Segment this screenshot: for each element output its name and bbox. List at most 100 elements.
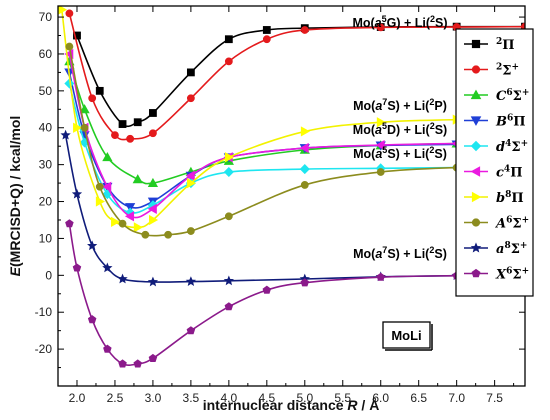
y-tick-label: 0 [45, 268, 52, 282]
data-point [186, 68, 195, 77]
data-point [262, 285, 272, 294]
data-point [95, 196, 105, 207]
system-label-frame [382, 321, 431, 349]
data-point [64, 78, 75, 89]
data-point [103, 344, 112, 353]
system-label: MoLi [391, 328, 421, 343]
y-tick-label: -10 [35, 305, 53, 319]
legend-item: a8Σ+ [464, 241, 527, 257]
x-tick-label: 4.0 [221, 391, 238, 405]
y-tick-label: 60 [39, 47, 53, 61]
series-2 [65, 9, 525, 143]
data-point [223, 275, 234, 286]
legend-label: c4Π [496, 165, 522, 181]
data-point [300, 181, 309, 189]
data-point [133, 118, 142, 127]
data-point [147, 276, 159, 287]
asymptote-label: Mo(a7S) + Li(2P) [353, 97, 447, 113]
asymptote-label: Mo(a5D) + Li(2S) [353, 121, 447, 137]
x-axis-title: internuclear distance R / Å [203, 397, 380, 413]
data-point [71, 188, 83, 199]
y-tick-label: 20 [39, 195, 53, 209]
x-tick-label: 6.5 [410, 391, 427, 405]
legend-swatch-marker [470, 166, 481, 177]
x-tick-label: 3.0 [145, 391, 162, 405]
data-point [300, 26, 309, 34]
legend-label: A6Σ+ [494, 216, 529, 232]
y-tick-label: 70 [39, 10, 53, 24]
asymptote-label: Mo(a7S) + Li(2S) [353, 245, 447, 261]
data-point [376, 23, 385, 32]
data-point [87, 315, 97, 324]
y-tick-label: 40 [39, 121, 53, 135]
data-point [132, 174, 143, 184]
data-point [117, 273, 128, 284]
data-point [164, 230, 173, 239]
annotation-layer: Mo(a5G) + Li(2S) Mo(a7S) + Li(2P) Mo(a5D) … [352, 14, 447, 261]
data-point [65, 219, 74, 228]
legend-swatch-marker [470, 140, 482, 152]
asymptote-label: Mo(a5G) + Li(2S) [352, 14, 447, 30]
legend-label: 2Π [496, 37, 515, 53]
data-point [102, 181, 112, 192]
data-point [126, 134, 135, 143]
data-point [73, 31, 81, 40]
data-point [299, 142, 309, 154]
data-point [223, 166, 234, 178]
data-point [65, 42, 74, 51]
data-point [118, 219, 127, 228]
legend: 2Π 2Σ+ C6Σ+ B6Π d4Σ+ c4Π b8Π A6Σ+ a8Σ+ X6Σ+ [455, 28, 534, 297]
legend-item: 2Π [464, 37, 515, 53]
data-point [149, 214, 159, 226]
data-point [141, 230, 150, 239]
legend-swatch-marker [470, 242, 482, 253]
legend-label: 2Σ+ [496, 63, 519, 79]
x-tick-label: 5.5 [334, 391, 351, 405]
x-tick-label: 5.0 [296, 391, 313, 405]
x-tick-label: 2.0 [69, 391, 86, 405]
data-point [186, 177, 197, 189]
legend-swatch-marker [471, 218, 481, 227]
legend-item: A6Σ+ [464, 216, 529, 232]
legend-label: d4Σ+ [496, 139, 528, 155]
data-point [95, 86, 104, 95]
data-point [124, 211, 135, 222]
axis-layer: 2.0 2.5 3.0 3.5 4.0 4.5 5.0 5.5 6.0 6.5 7.0 7.5 -20 -… [35, 6, 525, 405]
data-point [65, 9, 74, 18]
data-point [95, 182, 104, 191]
legend-item: 2Σ+ [464, 63, 519, 79]
legend-item: X6Σ+ [464, 267, 529, 283]
data-point [299, 164, 310, 175]
data-point [376, 168, 385, 176]
data-point [186, 94, 195, 103]
data-point [133, 222, 143, 233]
y-tick-label: 10 [39, 231, 53, 245]
x-tick-label: 4.5 [258, 391, 275, 405]
data-point [79, 104, 90, 114]
y-tick-label: 50 [39, 84, 53, 98]
legend-swatch-marker [470, 89, 482, 100]
data-point [224, 35, 233, 44]
data-point [111, 131, 119, 140]
legend-item: B6Π [464, 114, 526, 130]
asymptote-label: Mo(a5S) + Li(2S) [353, 145, 447, 161]
legend-label: X6Σ+ [495, 267, 529, 283]
data-point [148, 353, 158, 362]
data-point [72, 263, 82, 272]
y-tick-label: 30 [39, 158, 53, 172]
data-point [300, 278, 310, 287]
legend-item: b8Π [464, 190, 524, 206]
y-tick-label: -20 [35, 342, 53, 356]
data-point [224, 152, 235, 163]
legend-swatch-marker [471, 191, 482, 203]
x-tick-label: 2.5 [107, 391, 124, 405]
data-point [224, 57, 233, 66]
data-point [186, 227, 195, 235]
data-point [125, 203, 136, 213]
data-point [147, 177, 159, 187]
x-tick-label: 7.0 [448, 391, 465, 405]
data-point [80, 123, 89, 132]
data-point [87, 240, 98, 251]
legend-box [455, 28, 534, 297]
